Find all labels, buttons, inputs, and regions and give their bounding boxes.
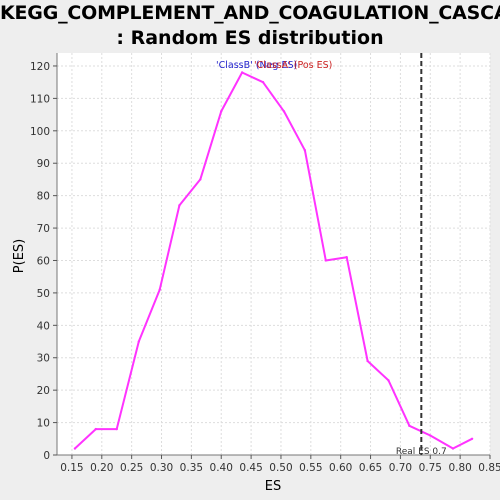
- y-axis-label: P(ES): [12, 239, 27, 273]
- y-tick-label: 100: [30, 126, 50, 138]
- x-tick-label: 0.15: [60, 462, 83, 474]
- data-point: [94, 427, 98, 431]
- x-tick-label: 0.20: [90, 462, 113, 474]
- x-tick-label: 0.40: [210, 462, 233, 474]
- data-point: [240, 71, 244, 74]
- chart-title-line-1: KEGG_COMPLEMENT_AND_COAGULATION_CASCADES: [0, 2, 500, 24]
- x-tick-label: 0.60: [329, 462, 352, 474]
- x-tick-label: 0.30: [150, 462, 173, 474]
- data-point: [158, 288, 161, 291]
- data-point: [137, 340, 141, 343]
- x-tick-label: 0.65: [359, 462, 382, 474]
- data-point: [73, 447, 77, 450]
- data-point: [324, 259, 327, 262]
- series-group: [73, 71, 474, 450]
- data-point: [220, 110, 223, 113]
- x-tick-label: 0.80: [448, 462, 471, 474]
- y-tick-label: 120: [30, 61, 50, 73]
- x-tick-label: 0.35: [180, 462, 203, 474]
- y-tick-label: 0: [43, 450, 50, 462]
- data-point: [282, 110, 286, 113]
- es-distribution-line: [74, 71, 473, 450]
- x-tick-label: 0.75: [419, 462, 442, 474]
- data-point: [408, 424, 411, 428]
- y-tick-label: 40: [37, 320, 50, 332]
- real-es-label: Real ES 0.7: [396, 447, 447, 457]
- x-ticks: 0.15 0.20 0.25 0.30 0.35 0.40 0.45 0.50 0.55 0.60…: [60, 455, 500, 474]
- legend-classb: 'ClassB' (Neg ES): [216, 60, 297, 71]
- x-tick-label: 0.50: [269, 462, 292, 474]
- data-point: [387, 379, 390, 382]
- x-tick-label: 0.70: [389, 462, 412, 474]
- data-point: [199, 178, 202, 181]
- x-tick-label: 0.55: [299, 462, 322, 474]
- y-tick-label: 30: [37, 353, 50, 365]
- data-point: [178, 204, 181, 207]
- chart-title-line-2: : Random ES distribution: [116, 27, 384, 49]
- y-tick-label: 90: [37, 158, 50, 170]
- y-tick-label: 10: [37, 418, 50, 430]
- data-point: [345, 256, 348, 259]
- data-point: [429, 434, 432, 437]
- real-es-marker-group: Real ES 0.7: [396, 53, 447, 457]
- y-tick-label: 70: [37, 223, 50, 235]
- legend-classa: 'ClassA' (Pos ES): [254, 60, 332, 71]
- y-tick-label: 50: [37, 288, 50, 300]
- y-tick-label: 80: [37, 191, 50, 203]
- y-tick-label: 110: [30, 93, 50, 105]
- axes: [56, 53, 490, 456]
- plot-area: [57, 53, 490, 455]
- y-ticks: 0 10 20 30 40 50 60 70 80 90 100 110 120: [30, 61, 57, 462]
- y-tick-label: 20: [37, 385, 50, 397]
- y-tick-label: 60: [37, 255, 50, 267]
- data-point: [261, 80, 265, 84]
- x-tick-label: 0.45: [239, 462, 262, 474]
- data-point: [366, 359, 369, 363]
- data-point: [470, 437, 474, 440]
- data-point: [115, 427, 118, 431]
- data-point: [303, 149, 307, 152]
- x-tick-label: 0.85: [478, 462, 500, 474]
- x-tick-label: 0.25: [120, 462, 143, 474]
- data-point: [451, 447, 455, 450]
- grid-lines: [57, 53, 491, 456]
- x-axis-label: ES: [265, 479, 281, 494]
